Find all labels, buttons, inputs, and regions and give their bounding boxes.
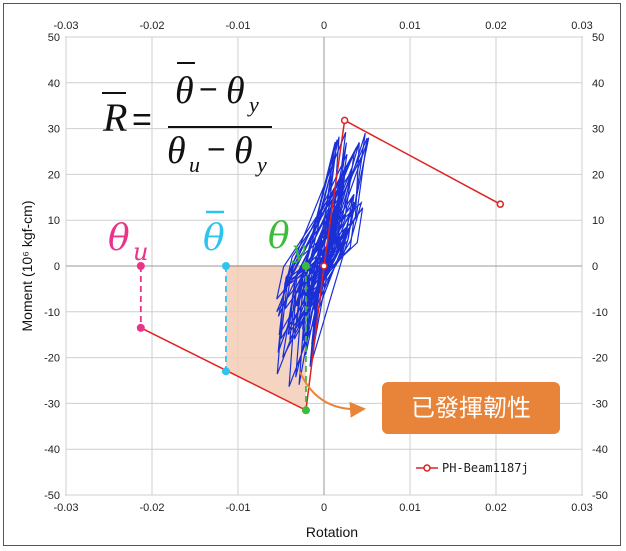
x-tick-top-3: 0	[321, 20, 327, 32]
y-tick-left-5: 0	[54, 261, 60, 273]
x-tick-bottom-4: 0.01	[399, 502, 420, 514]
y-tick-right-6: -10	[592, 307, 608, 319]
y-tick-left-8: -30	[44, 398, 60, 410]
denominator-theta-u: θ	[167, 130, 186, 172]
denominator-sub-u: u	[189, 152, 200, 177]
y-tick-right-4: 10	[592, 215, 604, 227]
y-axis-title: Moment (10⁶ kgf-cm)	[19, 200, 35, 331]
theta-y-symbol: θ	[268, 216, 290, 257]
series-point-2	[320, 262, 328, 270]
formula-equals: =	[132, 101, 152, 139]
legend-marker	[423, 464, 431, 472]
y-tick-right-8: -30	[592, 398, 608, 410]
theta-bar-symbol: θ	[203, 218, 225, 259]
numerator-sub-y: y	[247, 92, 259, 117]
x-tick-top-5: 0.02	[485, 20, 506, 32]
x-tick-bottom-6: 0.03	[571, 502, 592, 514]
y-tick-right-1: 40	[592, 78, 604, 90]
y-tick-left-7: -20	[44, 353, 60, 365]
formula: R = θ − θ y θ u − θ y	[102, 62, 272, 177]
y-tick-right-10: -50	[592, 490, 608, 502]
y-tick-right-2: 30	[592, 124, 604, 136]
callout-arrow	[299, 371, 366, 418]
x-tick-bottom-1: -0.02	[139, 502, 164, 514]
hysteresis-loops	[276, 131, 370, 387]
legend-label: PH-Beam1187j	[442, 461, 529, 475]
y-tick-left-0: 50	[48, 32, 60, 44]
series-point-4	[496, 200, 505, 208]
tick-labels: -0.03 -0.03 -0.02 -0.02 -0.01 -0.01 0 0 0.01 0.01…	[44, 20, 608, 514]
y-tick-right-5: 0	[592, 261, 598, 273]
callout-box	[382, 382, 560, 434]
legend: PH-Beam1187j	[416, 461, 529, 475]
denominator-theta-y: θ	[234, 130, 253, 172]
y-tick-right-9: -40	[592, 444, 608, 456]
theta_u-bottom-dot	[136, 323, 145, 332]
y-tick-left-4: 10	[48, 215, 60, 227]
hysteresis-loop-1	[282, 137, 370, 358]
x-tick-bottom-3: 0	[321, 502, 327, 514]
y-tick-left-9: -40	[44, 444, 60, 456]
x-tick-top-6: 0.03	[571, 20, 592, 32]
x-tick-top-2: -0.01	[225, 20, 250, 32]
hysteresis-loop-2	[277, 142, 360, 317]
theta-u-symbol: θ	[108, 218, 130, 259]
x-tick-top-0: -0.03	[53, 20, 78, 32]
series-point-3	[340, 116, 349, 125]
denominator-sub-y: y	[255, 152, 267, 177]
numerator-theta-y: θ	[226, 70, 245, 112]
theta_u-top-dot	[136, 262, 145, 270]
theta-bar-label: θ	[203, 210, 225, 259]
formula-lhs: R	[102, 95, 127, 140]
x-tick-bottom-0: -0.03	[53, 502, 78, 514]
theta-y-sub: y	[291, 236, 306, 264]
x-tick-top-1: -0.02	[139, 20, 164, 32]
theta_y-bottom-dot	[301, 406, 310, 415]
theta_bar-top-dot	[221, 262, 230, 270]
x-tick-top-4: 0.01	[399, 20, 420, 32]
y-tick-left-1: 40	[48, 78, 60, 90]
numerator-minus: −	[199, 71, 218, 107]
chart-frame	[3, 3, 621, 546]
y-tick-left-2: 30	[48, 124, 60, 136]
y-tick-right-7: -20	[592, 353, 608, 365]
y-tick-left-10: -50	[44, 490, 60, 502]
x-axis-title: Rotation	[306, 524, 358, 540]
x-tick-bottom-2: -0.01	[225, 502, 250, 514]
y-tick-right-3: 20	[592, 169, 604, 181]
callout-text: 已發揮韌性	[411, 394, 531, 422]
guide-lines	[136, 262, 310, 415]
x-tick-bottom-5: 0.02	[485, 502, 506, 514]
denominator-minus: −	[207, 131, 226, 167]
theta-u-label: θ u	[108, 218, 148, 266]
hysteresis-loop-0	[276, 133, 366, 313]
theta-u-sub: u	[133, 238, 148, 266]
theta_bar-bottom-dot	[221, 367, 230, 376]
y-tick-right-0: 50	[592, 32, 604, 44]
hysteresis-path	[276, 131, 368, 387]
y-tick-left-3: 20	[48, 169, 60, 181]
y-tick-left-6: -10	[44, 307, 60, 319]
theta_y-top-dot	[301, 262, 310, 270]
theta-y-label: θ y	[268, 216, 306, 264]
numerator-theta-bar: θ	[175, 70, 194, 112]
